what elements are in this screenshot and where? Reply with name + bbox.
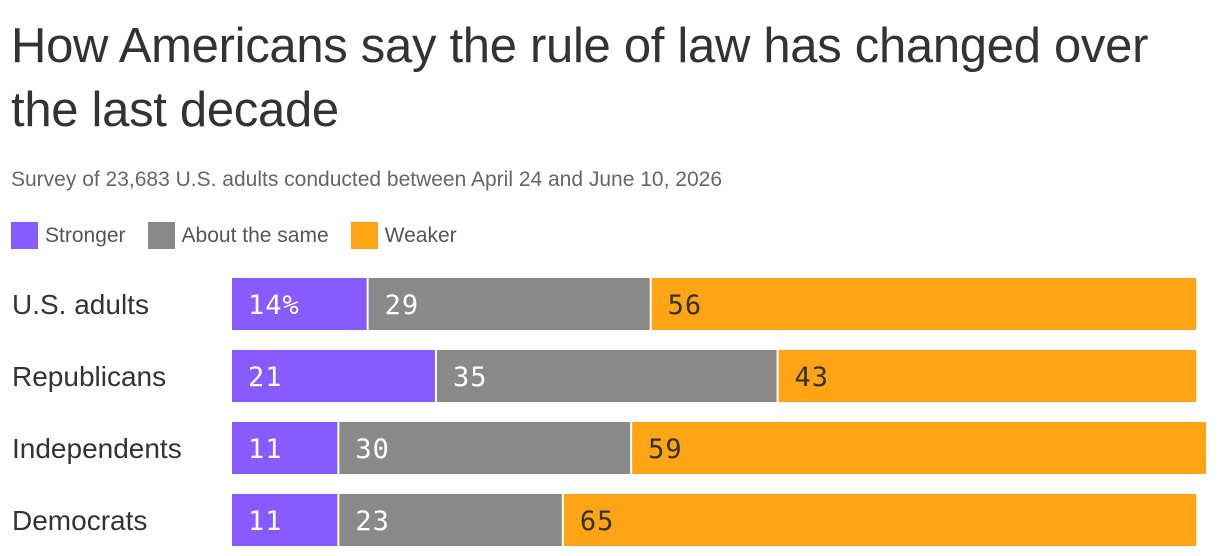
legend-item-about-the-same: About the same (147, 222, 329, 249)
legend-item-stronger: Stronger (11, 222, 126, 249)
bar-value-u-s-adults-stronger: 14% (248, 290, 300, 321)
bar-u-s-adults-weaker (651, 278, 1197, 330)
row-label-republicans: Republicans (12, 361, 166, 392)
chart-title: How Americans say the rule of law has ch… (11, 19, 1149, 137)
legend-label-stronger: Stronger (45, 223, 126, 247)
bar-value-republicans-weaker: 43 (795, 362, 830, 393)
bar-value-republicans-stronger: 21 (248, 362, 283, 393)
legend-swatch-weaker (350, 222, 378, 249)
bar-value-independents-stronger: 11 (248, 434, 283, 465)
bar-value-democrats-weaker: 65 (580, 506, 615, 537)
bar-democrats-same (339, 494, 562, 546)
legend-swatch-about-the-same (147, 222, 175, 249)
bar-value-independents-same: 30 (355, 434, 390, 465)
row-label-democrats: Democrats (12, 505, 147, 536)
bar-democrats-stronger (232, 494, 338, 546)
row-label-u-s-adults: U.S. adults (12, 289, 149, 320)
chart-subtitle: Survey of 23,683 U.S. adults conducted b… (11, 168, 722, 191)
bar-u-s-adults-same (368, 278, 650, 330)
bar-independents-weaker (632, 422, 1206, 474)
bar-republicans-same (436, 350, 777, 402)
legend-label-weaker: Weaker (384, 223, 457, 247)
legend-item-weaker: Weaker (350, 222, 457, 249)
bar-value-republicans-same: 35 (453, 362, 488, 393)
legend-swatch-stronger (11, 222, 38, 249)
legend-label-about-the-same: About the same (181, 223, 329, 247)
bar-independents-stronger (232, 422, 338, 474)
bar-value-democrats-same: 23 (355, 506, 390, 537)
bar-value-independents-weaker: 59 (648, 434, 683, 465)
bar-value-u-s-adults-same: 29 (385, 290, 420, 321)
bar-value-democrats-stronger: 11 (248, 506, 283, 537)
row-label-independents: Independents (12, 433, 182, 464)
bar-republicans-stronger (232, 350, 435, 402)
bar-democrats-weaker (563, 494, 1197, 546)
bar-u-s-adults-stronger (232, 278, 367, 330)
legend: Stronger About the same Weaker (11, 222, 479, 249)
bar-republicans-weaker (778, 350, 1197, 402)
bar-independents-same (339, 422, 631, 474)
bar-value-u-s-adults-weaker: 56 (668, 290, 703, 321)
stacked-bar-chart: U.S. adults 14% 29 56 Republicans 21 35 43 Indep… (12, 278, 1206, 546)
